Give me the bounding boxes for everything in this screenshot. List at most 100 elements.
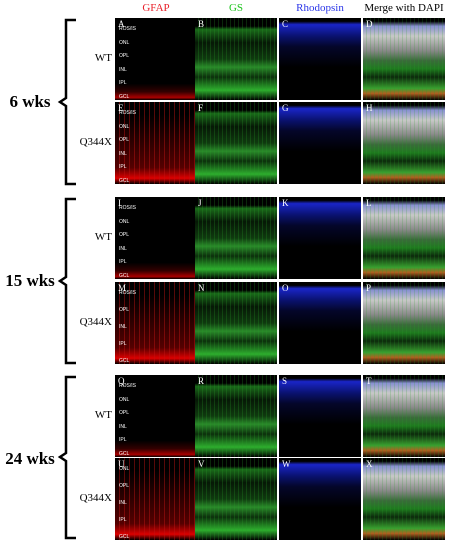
layer-label: ROS/IS — [119, 290, 136, 296]
micrograph-panel: R — [195, 375, 277, 457]
panel-letter: C — [282, 19, 289, 29]
panel-letter: N — [198, 283, 205, 293]
layer-label: ROS/IS — [119, 383, 136, 389]
row-label: WT — [94, 231, 112, 243]
micrograph-panel: S — [279, 375, 361, 457]
layer-label: ONL — [119, 466, 130, 472]
layer-label: IPL — [119, 437, 127, 444]
micrograph-panel: J — [195, 197, 277, 279]
column-header: GS — [228, 2, 244, 14]
layer-label: OPL — [119, 410, 130, 417]
row-label: WT — [94, 409, 112, 421]
layer-label: ONL — [119, 218, 130, 225]
layer-label: GCL — [119, 358, 130, 364]
panel-letter: H — [366, 103, 373, 113]
panel-letter: O — [282, 283, 289, 293]
layer-label: IPL — [119, 341, 127, 347]
layer-label: ROS/IS — [119, 110, 136, 116]
layer-label: GCL — [119, 451, 130, 457]
layer-label: OPL — [119, 307, 130, 313]
layer-label: GCL — [119, 273, 130, 279]
micrograph-panel: E ROS/IS ONL OPL INL IPL GCL — [115, 102, 197, 184]
column-header: GFAP — [142, 2, 170, 14]
panel-letter: B — [198, 19, 205, 29]
micrograph-panel: N — [195, 282, 277, 364]
bracket — [57, 197, 76, 365]
layer-label: INL — [119, 324, 127, 330]
panel-letter: J — [198, 198, 202, 208]
row-label: Q344X — [79, 316, 112, 328]
layer-label: IPL — [119, 259, 127, 266]
micrograph-panel: X — [363, 458, 445, 540]
micrograph-panel: A ROS/IS ONL OPL INL IPL GCL — [115, 18, 197, 100]
bracket — [57, 375, 76, 540]
layer-label: IPL — [119, 164, 127, 171]
panel-letter: P — [366, 283, 372, 293]
layer-label: GCL — [119, 94, 130, 100]
micrograph-panel: F — [195, 102, 277, 184]
layer-label: ROS/IS — [119, 205, 136, 211]
panel-letter: A — [118, 19, 125, 29]
layer-label: ROS/IS — [119, 26, 136, 32]
layer-label: INL — [119, 245, 127, 252]
panel-letter: G — [282, 103, 289, 113]
panel-letter: I — [118, 198, 121, 208]
row-label: WT — [94, 52, 112, 64]
bracket — [57, 18, 76, 186]
micrograph-panel: O — [279, 282, 361, 364]
layer-label: INL — [119, 423, 127, 430]
micrograph-panel: C — [279, 18, 361, 100]
micrograph-panel: T — [363, 375, 445, 457]
panel-letter: K — [282, 198, 289, 208]
panel-letter: S — [282, 376, 288, 386]
panel-letter: M — [118, 283, 127, 293]
panel-letter: T — [366, 376, 372, 386]
row-label: Q344X — [79, 136, 112, 148]
micrograph-panel: V — [195, 458, 277, 540]
panel-letter: Q — [118, 376, 125, 386]
micrograph-panel: P — [363, 282, 445, 364]
group-label: 24 wks — [5, 449, 55, 468]
layer-label: ONL — [119, 396, 130, 403]
micrograph-panel: U ONL OPL INL IPL GCL — [115, 458, 197, 540]
micrograph-panel: M ROS/IS OPL INL IPL GCL — [115, 282, 197, 364]
layer-label: IPL — [119, 517, 127, 523]
micrograph-panel: B — [195, 18, 277, 100]
panel-letter: X — [366, 459, 373, 469]
group-label: 15 wks — [5, 271, 55, 290]
panel-letter: W — [282, 459, 291, 469]
micrograph-panel: H — [363, 102, 445, 184]
layer-label: INL — [119, 150, 127, 157]
panel-letter: E — [118, 103, 124, 113]
row-label: Q344X — [79, 492, 112, 504]
layer-label: OPL — [119, 232, 130, 239]
layer-label: INL — [119, 500, 127, 506]
micrograph-panel: L — [363, 197, 445, 279]
panel-letter: F — [198, 103, 204, 113]
micrograph-panel: W — [279, 458, 361, 540]
layer-label: IPL — [119, 80, 127, 87]
layer-label: ONL — [119, 123, 130, 130]
micrograph-panel: K — [279, 197, 361, 279]
panel-letter: U — [118, 459, 125, 469]
panel-letter: V — [198, 459, 205, 469]
layer-label: GCL — [119, 534, 130, 540]
micrograph-panel: D — [363, 18, 445, 100]
layer-label: GCL — [119, 178, 130, 184]
layer-label: OPL — [119, 137, 130, 144]
layer-label: OPL — [119, 53, 130, 60]
panel-letter: R — [198, 376, 205, 386]
column-header: Merge with DAPI — [364, 2, 444, 14]
layer-label: OPL — [119, 483, 130, 489]
micrograph-panel: G — [279, 102, 361, 184]
layer-label: ONL — [119, 39, 130, 46]
column-header: Rhodopsin — [296, 2, 344, 14]
micrograph-panel: Q ROS/IS ONL OPL INL IPL GCL — [115, 375, 197, 457]
micrograph-panel: I ROS/IS ONL OPL INL IPL GCL — [115, 197, 197, 279]
group-label: 6 wks — [9, 92, 51, 111]
layer-label: INL — [119, 66, 127, 73]
panel-letter: L — [366, 198, 372, 208]
panel-letter: D — [366, 19, 373, 29]
